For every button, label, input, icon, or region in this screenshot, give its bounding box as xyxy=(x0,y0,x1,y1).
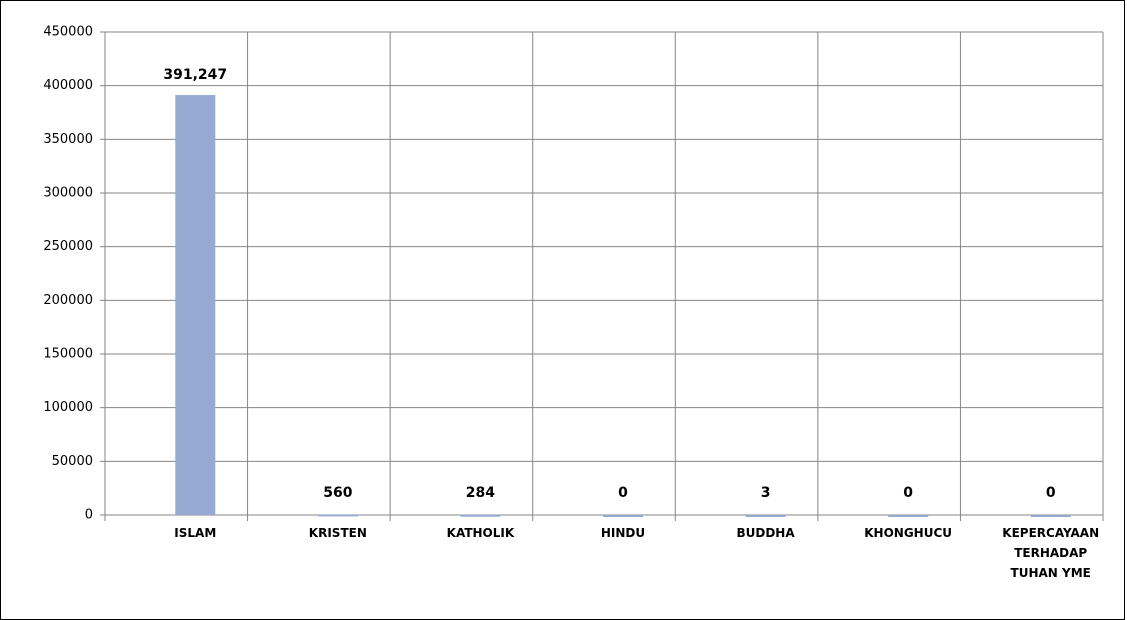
x-tick-label: KATHOLIK xyxy=(446,526,515,540)
y-tick-label: 400000 xyxy=(43,78,93,93)
data-label: 284 xyxy=(466,485,495,501)
x-tick-label: HINDU xyxy=(600,526,646,540)
y-tick-label: 250000 xyxy=(43,239,93,254)
data-label: 560 xyxy=(323,485,352,501)
x-tick-label: KRISTEN xyxy=(308,526,367,540)
bar xyxy=(317,514,358,517)
x-tick-label: BUDDHA xyxy=(736,526,795,540)
bar xyxy=(603,515,643,517)
bar xyxy=(460,514,501,517)
y-tick-label: 450000 xyxy=(43,25,93,40)
x-tick-label: KHONGHUCU xyxy=(864,526,953,540)
bar xyxy=(745,514,786,517)
y-tick-label: 300000 xyxy=(43,186,93,201)
data-label: 0 xyxy=(618,485,628,501)
bar xyxy=(175,95,216,515)
data-label: 3 xyxy=(761,485,771,501)
data-label: 391,247 xyxy=(163,67,227,83)
y-tick-label: 0 xyxy=(85,508,93,523)
x-tick-label: KEPERCAYAAN TERHADAP TUHAN YME xyxy=(1002,526,1100,580)
y-tick-label: 150000 xyxy=(43,347,93,362)
y-tick-label: 350000 xyxy=(43,132,93,147)
bar xyxy=(888,515,929,517)
data-label: 0 xyxy=(1046,485,1056,501)
bar xyxy=(1030,515,1071,517)
x-tick-label: ISLAM xyxy=(174,526,217,540)
y-tick-label: 200000 xyxy=(43,293,93,308)
data-label: 0 xyxy=(903,485,913,501)
y-tick-label: 50000 xyxy=(52,454,93,469)
y-tick-label: 100000 xyxy=(43,400,93,415)
